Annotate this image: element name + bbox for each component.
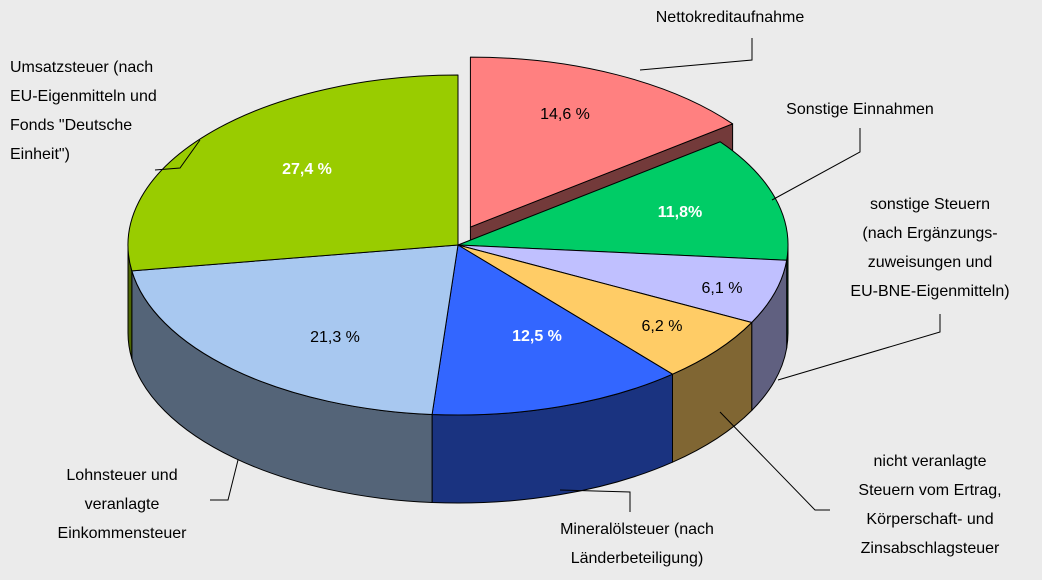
leader-line bbox=[719, 411, 830, 511]
category-label-line: sonstige Steuern bbox=[870, 196, 990, 213]
leader-line bbox=[559, 489, 631, 512]
category-label-line: Umsatzsteuer (nach bbox=[10, 59, 153, 76]
category-label: nicht veranlagte Steuern vom Ertrag, Körpe… bbox=[858, 453, 1001, 557]
leader-line bbox=[777, 314, 941, 381]
category-label-line: Länderbeteiligung) bbox=[571, 550, 704, 567]
category-label: Sonstige Einnahmen bbox=[786, 101, 934, 118]
value-label: 12,5 % bbox=[512, 328, 562, 345]
category-label: Nettokreditaufnahme bbox=[656, 9, 805, 26]
slice bbox=[431, 244, 673, 416]
category-label-line: Fonds "Deutsche bbox=[10, 117, 132, 134]
value-label: 21,3 % bbox=[310, 329, 360, 346]
category-label-line: nicht veranlagte bbox=[874, 453, 987, 470]
value-label: 6,1 % bbox=[702, 280, 743, 297]
category-label-line: veranlagte bbox=[85, 496, 160, 513]
slice bbox=[457, 141, 789, 261]
category-label-line: Körperschaft- und bbox=[866, 511, 993, 528]
category-label-line: Lohnsteuer und bbox=[66, 467, 177, 484]
leader-line bbox=[771, 128, 861, 201]
category-label-line: Einheit") bbox=[10, 146, 70, 163]
category-label: Umsatzsteuer (nach EU-Eigenmitteln und Fon… bbox=[10, 59, 157, 163]
leader-line bbox=[154, 139, 201, 171]
value-label: 6,2 % bbox=[642, 318, 683, 335]
category-label-line: EU-Eigenmitteln und bbox=[10, 88, 157, 105]
slice bbox=[457, 244, 788, 323]
category-label-line: Mineralölsteuer (nach bbox=[560, 521, 714, 538]
slice bbox=[127, 74, 459, 272]
category-label-line: Einkommensteuer bbox=[58, 525, 188, 542]
slice bbox=[469, 56, 734, 228]
value-label: 14,6 % bbox=[540, 106, 590, 123]
value-label: 11,8% bbox=[658, 204, 702, 221]
category-label-line: (nach Ergänzungs- bbox=[862, 225, 997, 242]
category-label-line: Zinsabschlagsteuer bbox=[861, 540, 1000, 557]
category-label: Lohnsteuer und veranlagte Einkommensteuer bbox=[58, 467, 188, 542]
category-label-line: Steuern vom Ertrag, bbox=[858, 482, 1001, 499]
category-label: Mineralölsteuer (nach Länderbeteiligung) bbox=[560, 521, 714, 567]
category-label-line: Nettokreditaufnahme bbox=[656, 9, 805, 26]
value-label: 27,4 % bbox=[282, 161, 332, 178]
category-label-line: EU-BNE-Eigenmitteln) bbox=[850, 283, 1009, 300]
slice bbox=[131, 244, 459, 415]
category-label-line: Sonstige Einnahmen bbox=[786, 101, 934, 118]
leader-line bbox=[639, 38, 753, 71]
category-label-line: zuweisungen und bbox=[868, 254, 993, 271]
slice bbox=[457, 244, 753, 375]
leader-line bbox=[210, 459, 239, 501]
category-label: sonstige Steuern (nach Ergänzungs-zuweisu… bbox=[850, 196, 1009, 300]
